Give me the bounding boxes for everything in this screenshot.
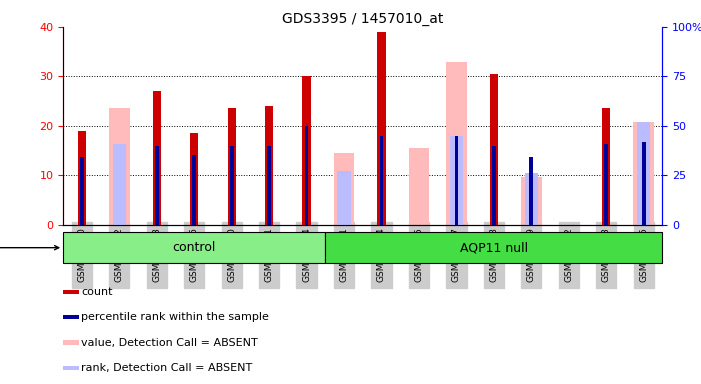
Bar [63,290,79,294]
Bar [380,136,383,225]
Bar [305,126,308,225]
Bar [490,74,498,225]
Bar [230,146,233,225]
Text: count: count [81,287,113,297]
Bar [63,366,79,370]
FancyBboxPatch shape [63,232,325,263]
Bar [153,91,161,225]
Bar [80,157,83,225]
Bar [113,144,126,225]
Bar [63,315,79,319]
Text: percentile rank within the sample: percentile rank within the sample [81,312,269,322]
Bar [604,144,608,225]
Text: genotype/variation: genotype/variation [0,243,59,253]
Bar [454,136,458,225]
FancyBboxPatch shape [325,232,662,263]
Bar [228,108,236,225]
Bar [192,156,196,225]
Bar [63,340,79,345]
Bar [634,122,654,225]
Bar [267,146,271,225]
Text: control: control [172,241,216,254]
Bar [190,133,198,225]
Bar [155,146,158,225]
Bar [409,147,429,225]
Bar [642,142,646,225]
Text: value, Detection Call = ABSENT: value, Detection Call = ABSENT [81,338,258,348]
Bar [78,131,86,225]
Text: rank, Detection Call = ABSENT: rank, Detection Call = ABSENT [81,363,252,373]
Bar [109,108,130,225]
Text: AQP11 null: AQP11 null [460,241,528,254]
Bar [637,122,651,225]
Bar [450,136,463,225]
Bar [521,177,542,225]
Bar [302,76,311,225]
Bar [446,63,467,225]
Bar [377,32,386,225]
Bar [334,154,354,225]
Title: GDS3395 / 1457010_at: GDS3395 / 1457010_at [282,12,444,26]
Bar [492,146,496,225]
Bar [337,171,350,225]
Bar [265,106,273,225]
Bar [525,173,538,225]
Bar [602,108,611,225]
Bar [529,157,533,225]
